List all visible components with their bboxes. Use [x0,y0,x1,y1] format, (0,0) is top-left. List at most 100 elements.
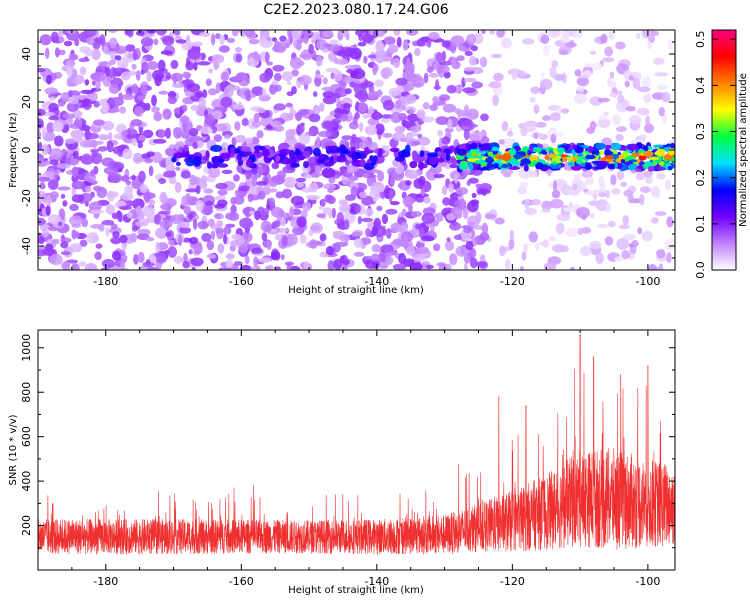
spectrogram-cell [427,39,432,48]
x-tick-label: -160 [229,575,254,588]
spectrogram-cell [465,240,474,251]
spectrogram-cell [38,67,46,73]
spectrogram-cell [178,146,184,154]
spectrogram-cell [478,167,489,171]
spectrogram-cell [74,38,80,47]
spectrogram-cell [127,52,134,59]
spectrogram-cell [110,223,118,230]
spectrogram-cell [281,188,293,199]
spectrogram-cell [187,48,201,60]
spectrogram-cell [244,206,252,218]
spectrogram-cell [114,45,127,53]
spectrogram-cell [388,190,393,203]
spectrogram-cell [232,174,240,182]
spectrogram-cell [104,65,111,78]
spectrogram-cell [41,228,50,238]
spectrogram-cell [475,261,488,268]
spectrogram-cell [131,225,138,232]
spectrogram-cell [168,239,175,247]
spectrogram-cell [239,264,252,270]
spectrogram-cell [270,120,282,129]
spectrogram-cell [99,34,106,46]
spectrogram-cell [38,176,51,182]
y-tick-label: 40 [20,47,33,61]
spectrogram-cell [449,163,459,169]
spectrogram-cell [93,140,104,145]
spectrogram-cell [639,186,652,194]
spectrogram-cell [140,69,145,75]
spectrogram-cell [182,260,190,269]
spectrogram-cell [38,141,43,151]
spectrogram-cell [493,162,499,169]
spectrogram-cell [436,161,448,168]
spectrogram-cell [179,221,190,229]
spectrogram-cell [523,243,528,253]
spectrogram-cell [344,160,350,166]
spectrogram-cell [443,71,451,79]
spectrogram-cell [456,110,469,117]
spectrogram-cell [433,173,445,179]
spectrogram-cell [425,264,434,269]
spectrogram-cell [101,157,115,167]
spectrogram-cell [213,61,220,70]
colorbar-tick-label: 0.3 [694,123,707,141]
spectrogram-cell [229,240,239,247]
y-tick-label: 1000 [20,334,33,362]
spectrogram-cell [250,93,256,98]
spectrogram-cell [131,63,137,70]
spectrogram-cell [387,251,395,256]
spectrogram-cell [105,63,112,68]
spectrogram-cell [196,140,204,149]
spectrogram-cell [254,149,260,154]
spectrogram-cell [301,201,312,212]
spectrogram-cell [524,207,537,216]
spectrogram-cell [598,114,607,121]
spectrogram-cell [435,79,440,91]
spectrogram-cell [52,238,60,245]
spectrogram-cell [256,130,264,139]
spectrogram-cell [148,165,154,177]
spectrogram-cell [604,155,614,160]
y-tick-label: 200 [20,515,33,536]
spectrogram-cell [661,113,668,124]
spectrogram-cell [668,148,675,156]
spectrogram-cell [450,35,465,47]
spectrogram-cell [185,122,193,131]
spectrogram-cell [563,206,575,213]
spectrogram-cell [654,192,660,199]
spectrogram-cell [446,84,457,94]
spectrogram-cell [171,83,185,88]
spectrogram-cell [441,40,452,48]
spectrogram-cell [206,254,217,259]
spectrogram-cell [328,211,333,219]
spectrogram-cell [582,152,587,158]
spectrogram-cell [172,73,177,85]
spectrogram-cell [485,157,495,164]
spectrogram-cell [372,63,378,76]
spectrogram-cell [441,50,447,62]
spectrogram-cell [155,227,168,239]
spectrogram-cell [295,112,303,122]
spectrogram-cell [551,189,561,199]
spectrogram-cell [310,225,321,231]
spectrogram-cell [86,36,95,46]
spectrogram-cell [617,94,625,104]
spectrogram-cell [535,121,547,128]
spectrogram-cell [66,102,79,112]
spectrogram-cell [141,153,152,159]
spectrogram-cell [153,213,162,225]
colorbar-ticks: 0.0 0.1 0.2 0.3 0.4 0.5 [694,30,736,279]
spectrogram-cell [339,202,351,214]
spectrogram-cell [543,262,557,270]
spectrogram-cell [54,47,60,58]
spectrogram-cell [529,144,534,152]
spectrogram-cell [306,194,320,201]
spectrogram-cell [500,37,512,49]
spectrogram-cell [141,218,151,224]
spectrogram-cell [190,257,204,267]
spectrogram-cell [466,215,480,227]
spectrogram-cell [432,101,447,106]
spectrogram-cell [414,48,421,56]
spectrogram-cell [215,82,221,94]
